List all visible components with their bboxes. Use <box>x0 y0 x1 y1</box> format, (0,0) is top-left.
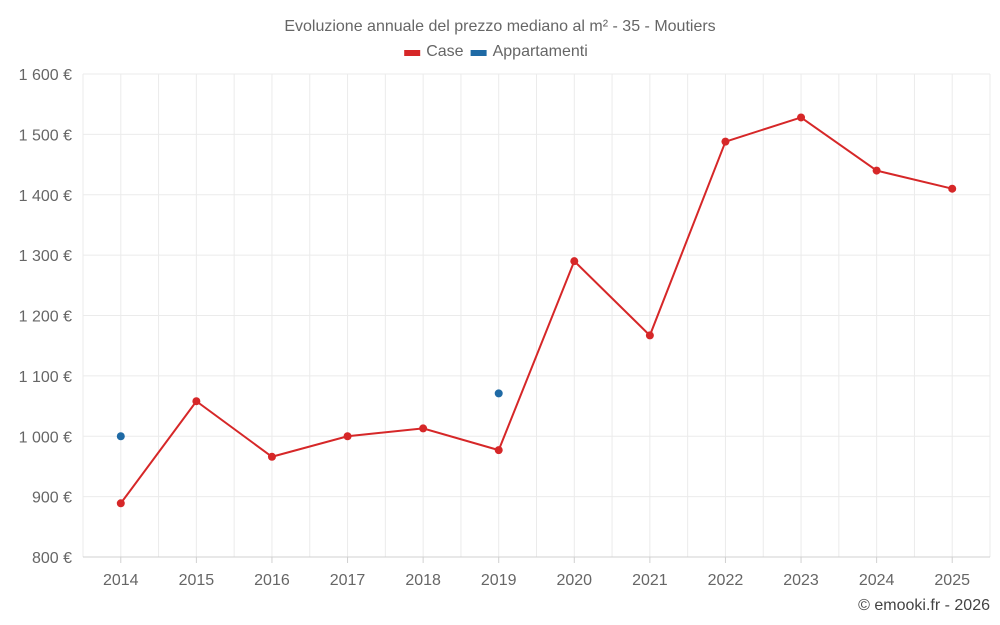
series-case <box>116 113 957 508</box>
data-point-2021[interactable] <box>645 331 654 340</box>
legend: Case Appartamenti <box>404 43 588 60</box>
x-tick-label: 2014 <box>103 572 139 589</box>
x-tick-label: 2023 <box>783 572 819 589</box>
data-point-2023[interactable] <box>797 113 806 122</box>
x-tick-label: 2015 <box>179 572 215 589</box>
x-tick-label: 2018 <box>405 572 441 589</box>
legend-item-case[interactable]: Case <box>404 43 464 60</box>
y-tick-label: 1 200 € <box>19 309 72 326</box>
legend-label: Appartamenti <box>493 43 588 60</box>
y-tick-label: 1 600 € <box>19 67 72 84</box>
x-tick-label: 2019 <box>481 572 517 589</box>
y-tick-label: 1 100 € <box>19 369 72 386</box>
y-tick-label: 900 € <box>32 490 72 507</box>
credit-text: © emooki.fr - 2026 <box>858 597 990 614</box>
data-point-2024[interactable] <box>872 166 881 175</box>
data-point-2025[interactable] <box>948 184 957 193</box>
data-point-2017[interactable] <box>343 432 352 441</box>
y-tick-label: 1 400 € <box>19 188 72 205</box>
y-tick-label: 1 300 € <box>19 248 72 265</box>
data-point-2019[interactable] <box>494 389 503 398</box>
y-tick-label: 1 000 € <box>19 429 72 446</box>
x-tick-label: 2024 <box>859 572 895 589</box>
x-tick-label: 2025 <box>934 572 970 589</box>
y-axis: 800 € 900 € 1 000 € 1 100 € 1 200 € 1 300 € 1 … <box>19 67 72 567</box>
legend-item-appartamenti[interactable]: Appartamenti <box>470 43 588 60</box>
x-tick-label: 2022 <box>708 572 744 589</box>
y-tick-label: 1 500 € <box>19 127 72 144</box>
x-tick-label: 2021 <box>632 572 668 589</box>
data-point-2020[interactable] <box>570 257 579 266</box>
data-point-2015[interactable] <box>192 397 201 406</box>
y-tick-label: 800 € <box>32 550 72 567</box>
data-point-2019[interactable] <box>494 446 503 455</box>
data-point-2016[interactable] <box>267 452 276 461</box>
data-point-2018[interactable] <box>419 424 428 433</box>
legend-label: Case <box>426 43 463 60</box>
legend-swatch <box>470 50 487 56</box>
series-appartamenti <box>116 389 503 441</box>
grid-lines <box>82 73 991 557</box>
legend-swatch <box>404 50 421 56</box>
plot-area <box>116 113 957 508</box>
series-line <box>119 116 953 504</box>
chart-title: Evoluzione annuale del prezzo mediano al… <box>284 18 715 35</box>
data-point-2022[interactable] <box>721 137 730 146</box>
x-tick-label: 2016 <box>254 572 290 589</box>
data-point-2014[interactable] <box>116 432 125 441</box>
data-point-2014[interactable] <box>116 499 125 508</box>
x-tick-label: 2020 <box>556 572 592 589</box>
x-tick-label: 2017 <box>330 572 366 589</box>
x-axis: 2014 2015 2016 2017 2018 2019 2020 2021 2022 2023… <box>83 556 990 589</box>
